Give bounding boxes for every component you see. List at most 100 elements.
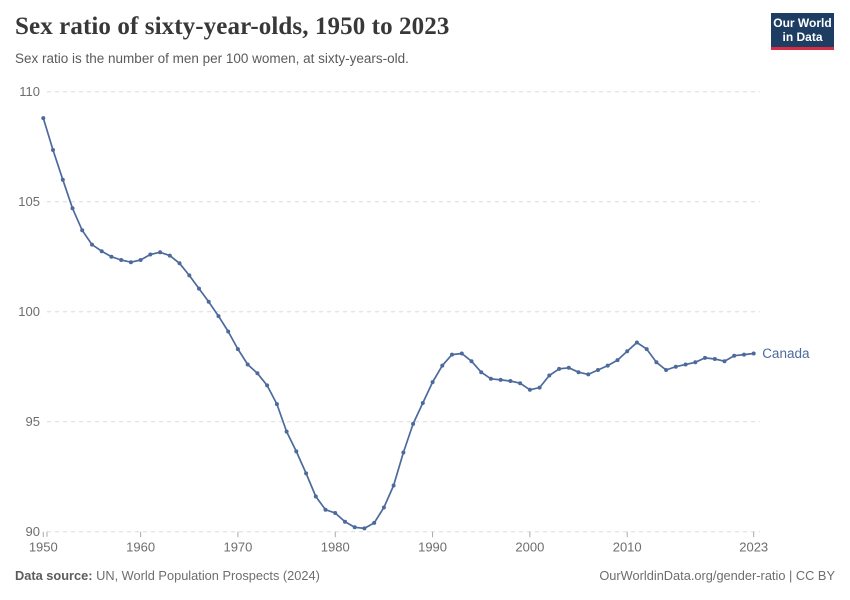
data-point-marker [469,359,474,364]
data-point-marker [625,349,630,354]
page-title: Sex ratio of sixty-year-olds, 1950 to 20… [15,13,450,40]
data-point-marker [703,355,707,360]
data-point-marker [742,352,746,357]
x-axis-label: 2000 [515,540,544,555]
data-line [42,117,755,530]
data-point-marker [60,177,65,182]
x-axis-label: 1950 [29,540,58,555]
data-point-marker [284,429,289,434]
data-point-marker [430,380,435,385]
data-point-marker [187,273,192,278]
data-point-marker [508,379,513,383]
data-point-marker [615,358,620,363]
data-point-marker [732,353,737,358]
data-point-marker [265,383,270,388]
x-axis-label: 1960 [126,540,155,555]
data-point-marker [90,242,94,247]
data-point-marker [576,370,581,375]
owid-logo-line1: Our World [773,16,832,30]
data-point-marker [41,116,46,121]
data-point-marker [498,377,503,382]
data-point-marker [304,471,309,476]
data-point-marker [128,260,133,265]
data-source-value: UN, World Population Prospects (2024) [92,568,320,583]
data-point-marker [518,381,523,386]
x-axis-label: 1970 [223,540,252,555]
data-point-marker [216,314,221,319]
series-end-label: Canada [762,346,810,361]
data-point-marker [644,347,649,352]
x-axis-label: 2010 [613,540,642,555]
x-axis-label: 2023 [739,540,768,555]
data-point-marker [197,286,201,291]
data-point-marker [693,360,698,365]
data-point-marker [245,362,250,367]
data-point-marker [119,258,124,262]
data-point-marker [401,450,406,455]
data-point-marker [673,364,678,369]
data-point-marker [586,372,591,377]
data-point-marker [411,421,416,426]
data-point-marker [343,519,347,524]
data-point-marker [313,494,318,499]
chart-footer: Data source: UN, World Population Prospe… [15,568,835,588]
y-axis-label: 105 [18,194,40,209]
data-source-text: Data source: UN, World Population Prospe… [15,568,320,588]
data-point-marker [488,376,493,381]
owid-logo: Our World in Data [771,13,834,50]
data-point-marker [255,371,260,376]
data-point-marker [51,148,55,152]
data-point-marker [547,373,552,378]
data-point-marker [654,360,659,365]
data-point-marker [566,365,571,370]
data-point-marker [479,370,484,375]
data-point-marker [420,401,425,405]
data-point-marker [605,363,610,368]
data-point-marker [235,347,240,352]
data-point-marker [80,228,85,233]
data-point-marker [294,449,299,454]
data-point-marker [109,254,114,259]
data-point-marker [596,368,600,372]
data-point-marker [177,261,182,266]
owid-logo-line2: in Data [782,30,823,44]
data-point-marker [537,385,542,390]
data-point-marker [683,362,688,367]
data-point-marker [138,258,143,262]
data-point-marker [352,525,357,530]
attribution-text: OurWorldinData.org/gender-ratio | CC BY [599,568,835,583]
data-point-marker [274,402,279,407]
data-point-marker [226,329,231,334]
data-point-marker [158,250,163,255]
data-point-marker [712,357,717,361]
data-point-marker [372,520,377,525]
x-axis-label: 1990 [418,540,447,555]
data-point-marker [634,340,639,345]
data-point-marker [362,526,367,531]
x-axis-label: 1980 [321,540,350,555]
data-point-marker [450,352,454,357]
data-point-marker [323,507,328,512]
data-point-marker [333,511,338,515]
y-axis-label: 90 [26,524,40,539]
chart-subtitle: Sex ratio is the number of men per 100 w… [15,51,409,66]
data-point-marker [167,253,172,258]
data-point-marker [664,368,669,372]
y-axis-label: 110 [19,84,40,99]
data-point-marker [381,505,386,510]
y-axis-label: 100 [18,304,40,319]
data-point-marker [722,359,727,364]
data-point-marker [751,351,756,356]
data-point-marker [70,206,75,211]
data-point-marker [206,299,211,304]
data-point-marker [391,483,396,488]
data-source-label: Data source: [15,568,93,583]
y-axis-label: 95 [26,414,40,429]
data-point-marker [440,363,445,368]
data-point-marker [99,249,104,254]
data-point-marker [557,366,562,371]
data-point-marker [148,252,153,257]
data-point-marker [527,387,532,392]
